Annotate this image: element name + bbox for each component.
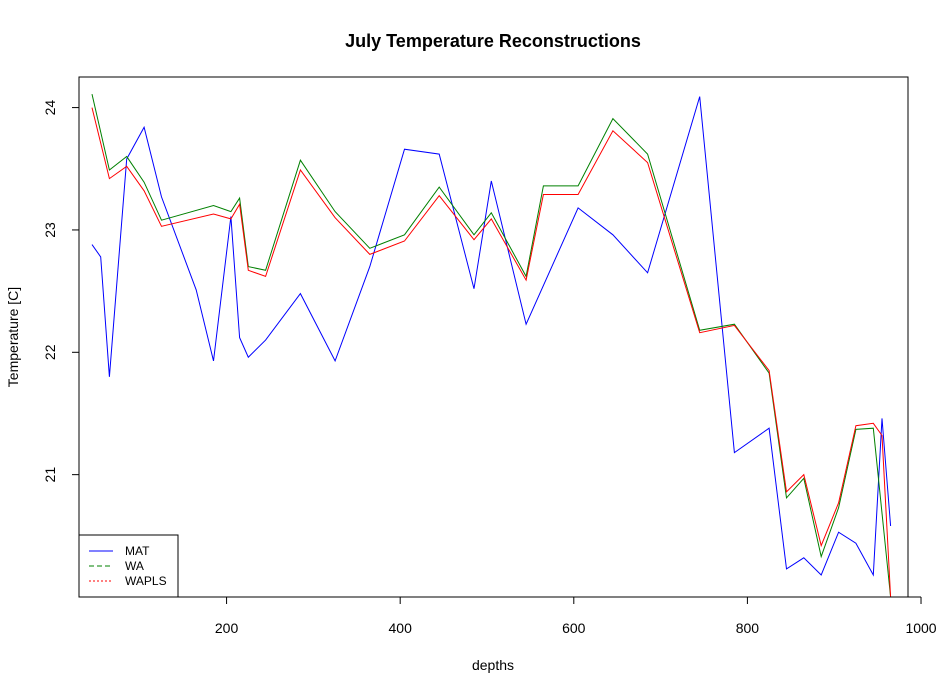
series-line-mat [91, 96, 892, 577]
legend-box [78, 534, 179, 598]
x-axis: 200 400 600 800 1000 [215, 596, 937, 636]
x-axis-label: depths [472, 657, 514, 673]
x-tick-label: 600 [562, 620, 586, 636]
y-tick-label: 21 [42, 467, 58, 483]
y-axis-label: Temperature [C] [5, 287, 21, 387]
series-group [91, 93, 892, 597]
x-tick-label: 800 [736, 620, 760, 636]
y-tick-label: 22 [42, 344, 58, 360]
series-line-wapls [91, 107, 892, 597]
x-tick-label: 200 [215, 620, 239, 636]
x-tick-label: 1000 [905, 620, 936, 636]
y-tick-label: 23 [42, 222, 58, 238]
legend-label-wapls: WAPLS [125, 574, 167, 588]
legend-label-mat: MAT [125, 544, 150, 558]
x-tick-label: 400 [389, 620, 413, 636]
y-axis: 21 22 23 24 [42, 100, 80, 483]
plot-frame [78, 76, 909, 598]
legend-label-wa: WA [125, 559, 144, 573]
y-tick-label: 24 [42, 100, 58, 116]
series-line-wa [91, 93, 892, 597]
chart-title: July Temperature Reconstructions [345, 31, 641, 51]
